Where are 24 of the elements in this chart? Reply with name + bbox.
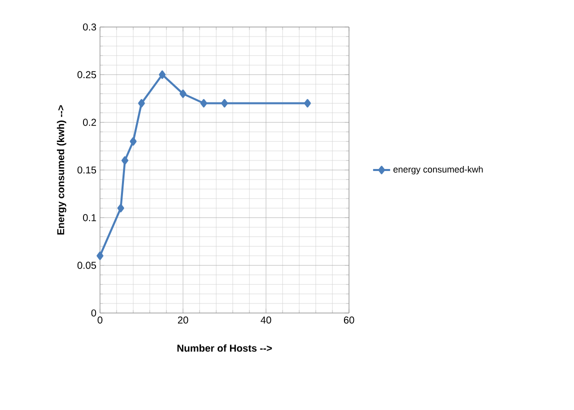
y-tick-label: 0.1 [83, 214, 96, 222]
y-tick-label: 0.15 [77, 166, 96, 174]
point [96, 252, 104, 260]
point [138, 99, 145, 108]
legend-label: energy consumed-kwh [393, 166, 483, 174]
point [158, 70, 166, 79]
y-tick-label: 0.3 [83, 23, 96, 31]
point [180, 90, 186, 98]
x-tick-label: 60 [344, 316, 354, 324]
y-axis-title: Energy consumed (kwh) --> [56, 105, 66, 235]
y-tick-label: 0 [91, 309, 96, 317]
point [130, 137, 137, 146]
y-tick-label: 0.2 [83, 118, 96, 126]
point [200, 99, 208, 108]
y-tick-label: 0.25 [77, 71, 96, 78]
x-axis-title: Number of Hosts --> [177, 344, 272, 352]
point [122, 156, 128, 165]
point [304, 99, 311, 108]
point [117, 204, 124, 212]
x-tick-label: 40 [260, 316, 272, 324]
point [221, 99, 228, 108]
y-tick-label: 0.05 [77, 262, 96, 269]
x-tick-label: 0 [98, 316, 102, 324]
x-tick-label: 20 [178, 316, 188, 324]
